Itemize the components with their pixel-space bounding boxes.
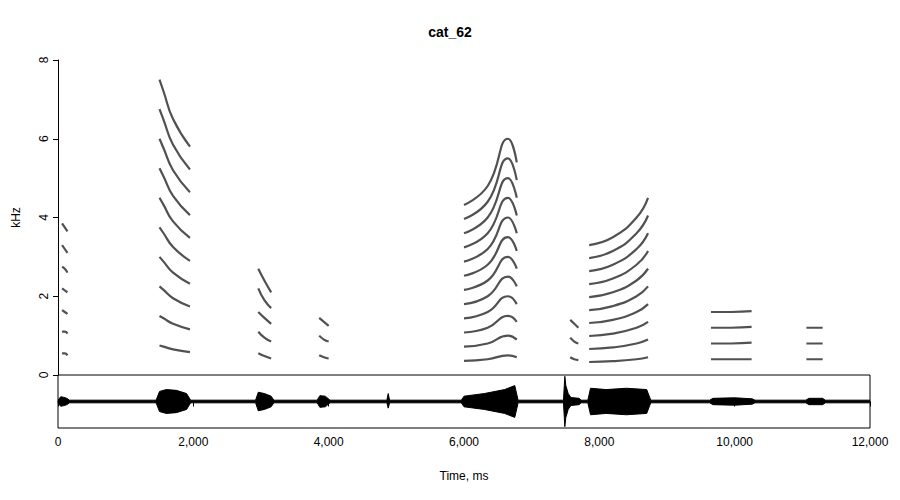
svg-text:4: 4 [37, 214, 51, 221]
svg-text:4,000: 4,000 [314, 435, 344, 449]
svg-text:6: 6 [37, 135, 51, 142]
svg-text:cat_62: cat_62 [428, 24, 472, 40]
svg-text:0: 0 [37, 371, 51, 378]
svg-text:Time, ms: Time, ms [440, 469, 489, 483]
svg-text:8,000: 8,000 [584, 435, 614, 449]
svg-text:kHz: kHz [9, 207, 23, 228]
svg-text:10,000: 10,000 [716, 435, 753, 449]
svg-text:2,000: 2,000 [178, 435, 208, 449]
svg-text:0: 0 [55, 435, 62, 449]
svg-text:6,000: 6,000 [449, 435, 479, 449]
svg-text:8: 8 [37, 56, 51, 63]
svg-text:2: 2 [37, 293, 51, 300]
svg-text:12,000: 12,000 [852, 435, 889, 449]
